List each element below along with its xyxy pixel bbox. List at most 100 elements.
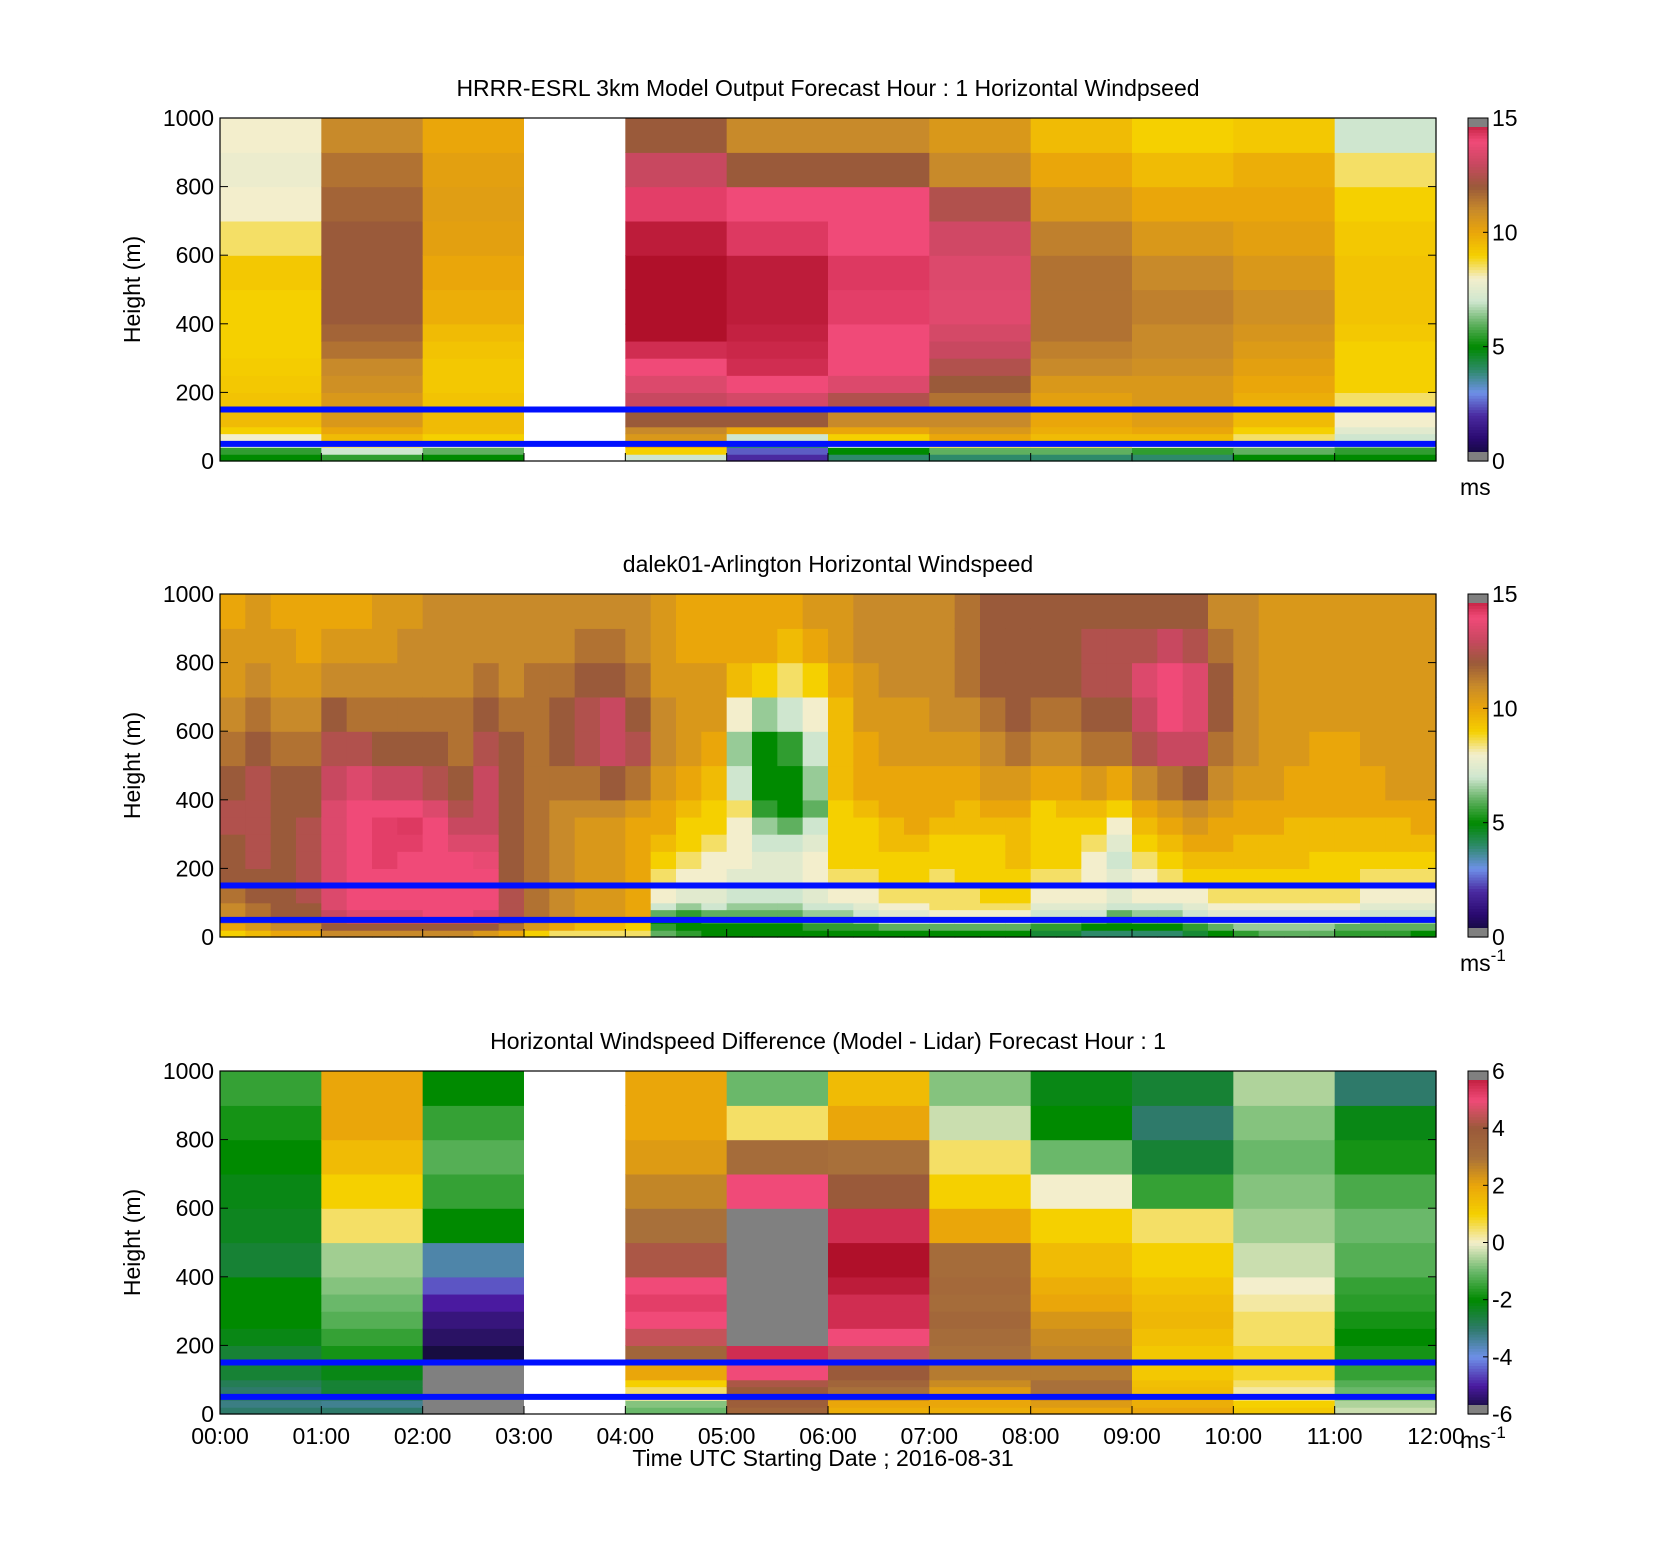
heatmap-cell <box>1056 851 1082 869</box>
heatmap-cell <box>270 909 297 918</box>
heatmap-cell <box>929 923 956 931</box>
heatmap-cell <box>524 375 626 393</box>
colorbar-swatch <box>1468 711 1488 715</box>
heatmap-cell <box>980 765 1006 801</box>
heatmap-cell <box>1132 816 1158 835</box>
heatmap-cell <box>929 323 1032 342</box>
heatmap-cell <box>1030 426 1133 435</box>
heatmap-cell <box>676 816 702 835</box>
heatmap-cell <box>600 930 626 938</box>
heatmap-cell <box>1233 447 1336 455</box>
heatmap-cell <box>752 765 778 801</box>
heatmap-cell <box>726 902 753 911</box>
heatmap-cell <box>321 731 348 767</box>
colorbar-swatch <box>1468 355 1488 359</box>
heatmap-cell <box>1258 594 1285 629</box>
heatmap-cell <box>802 909 829 918</box>
colorbar-swatch <box>1468 212 1488 216</box>
heatmap-cell <box>1334 289 1437 325</box>
heatmap-cell <box>726 152 829 188</box>
heatmap-cell <box>1157 868 1184 887</box>
heatmap-cell <box>878 765 905 801</box>
colorbar-swatch <box>1468 1108 1488 1112</box>
heatmap-cell <box>701 834 728 852</box>
heatmap-cell <box>270 834 297 852</box>
colorbar-swatch <box>1468 919 1488 924</box>
heatmap-cell <box>245 696 272 732</box>
x-tick-label: 06:00 <box>799 1423 857 1449</box>
heatmap-cell <box>321 1328 424 1346</box>
heatmap-cell <box>625 1208 728 1244</box>
heatmap-cell <box>904 902 930 911</box>
heatmap-cell <box>1309 923 1336 931</box>
colorbar-swatch <box>1468 1368 1488 1372</box>
heatmap-cell <box>220 662 246 698</box>
heatmap-cell <box>524 255 626 291</box>
heatmap-cell <box>524 696 550 732</box>
colorbar-swatch <box>1468 1125 1488 1129</box>
y-tick-label: 200 <box>176 855 214 881</box>
heatmap-cell <box>1132 433 1234 442</box>
heatmap-cell <box>1334 765 1361 801</box>
heatmap-cell <box>1258 834 1285 852</box>
heatmap-cell <box>1334 152 1437 188</box>
colorbar-swatch <box>1468 218 1488 222</box>
heatmap-cell <box>524 1276 626 1295</box>
heatmap-cell <box>929 1311 1032 1329</box>
heatmap-cell <box>726 765 753 801</box>
heatmap-cell <box>1233 454 1336 462</box>
heatmap-cell <box>220 1407 322 1415</box>
colorbar-swatch <box>1468 1128 1488 1132</box>
colorbar-swatch <box>1468 1179 1488 1184</box>
heatmap-cell <box>220 1311 322 1329</box>
heatmap-cell <box>726 118 829 153</box>
heatmap-cell <box>1233 930 1260 938</box>
heatmap-cell <box>929 1105 1032 1141</box>
heatmap-cell <box>802 799 829 818</box>
heatmap-cell <box>524 433 626 442</box>
heatmap-cell <box>1334 392 1437 411</box>
colorbar-swatch <box>1468 1216 1488 1221</box>
heatmap-cell <box>524 1407 626 1415</box>
heatmap-cell <box>1233 323 1336 342</box>
colorbar-swatch <box>1468 825 1488 829</box>
heatmap-cell <box>220 1173 322 1209</box>
heatmap-cell <box>929 851 956 869</box>
heatmap-cell <box>245 731 272 767</box>
heatmap-cell <box>422 1379 525 1388</box>
heatmap-cell <box>473 662 500 698</box>
panel-title: dalek01-Arlington Horizontal Windspeed <box>623 551 1033 577</box>
heatmap-cell <box>1056 662 1082 698</box>
y-axis-label: Height (m) <box>119 712 145 819</box>
colorbar-swatch <box>1468 420 1488 425</box>
heatmap-cell <box>1334 1139 1437 1175</box>
heatmap-cell <box>1208 765 1234 801</box>
colorbar-swatch <box>1468 215 1488 219</box>
heatmap-cell <box>904 816 930 835</box>
heatmap-cell <box>1258 765 1285 801</box>
heatmap-cell <box>1132 118 1234 153</box>
heatmap-cell <box>1385 923 1412 931</box>
heatmap-cell <box>1334 358 1437 376</box>
heatmap-cell <box>422 1362 525 1381</box>
heatmap-cell <box>676 662 702 698</box>
colorbar-swatch <box>1468 1228 1488 1232</box>
heatmap-cell <box>220 731 246 767</box>
heatmap-cell <box>1385 851 1412 869</box>
heatmap-cell <box>220 1139 322 1175</box>
heatmap-cell <box>574 662 601 698</box>
heatmap-cell <box>1233 909 1260 918</box>
heatmap-cell <box>625 930 652 938</box>
colorbar-swatch <box>1468 432 1488 436</box>
heatmap-cell <box>1233 1400 1336 1408</box>
heatmap-cell <box>321 1071 424 1106</box>
colorbar-swatch <box>1468 1111 1488 1115</box>
heatmap-cell <box>422 662 449 698</box>
heatmap-cell <box>1309 868 1336 887</box>
colorbar-swatch <box>1468 1156 1488 1161</box>
heatmap-cell <box>929 1139 1032 1175</box>
colorbar-swatch <box>1468 126 1488 131</box>
y-tick-label: 1000 <box>163 105 214 131</box>
heatmap-cell <box>726 447 829 455</box>
heatmap-cell <box>473 816 500 835</box>
